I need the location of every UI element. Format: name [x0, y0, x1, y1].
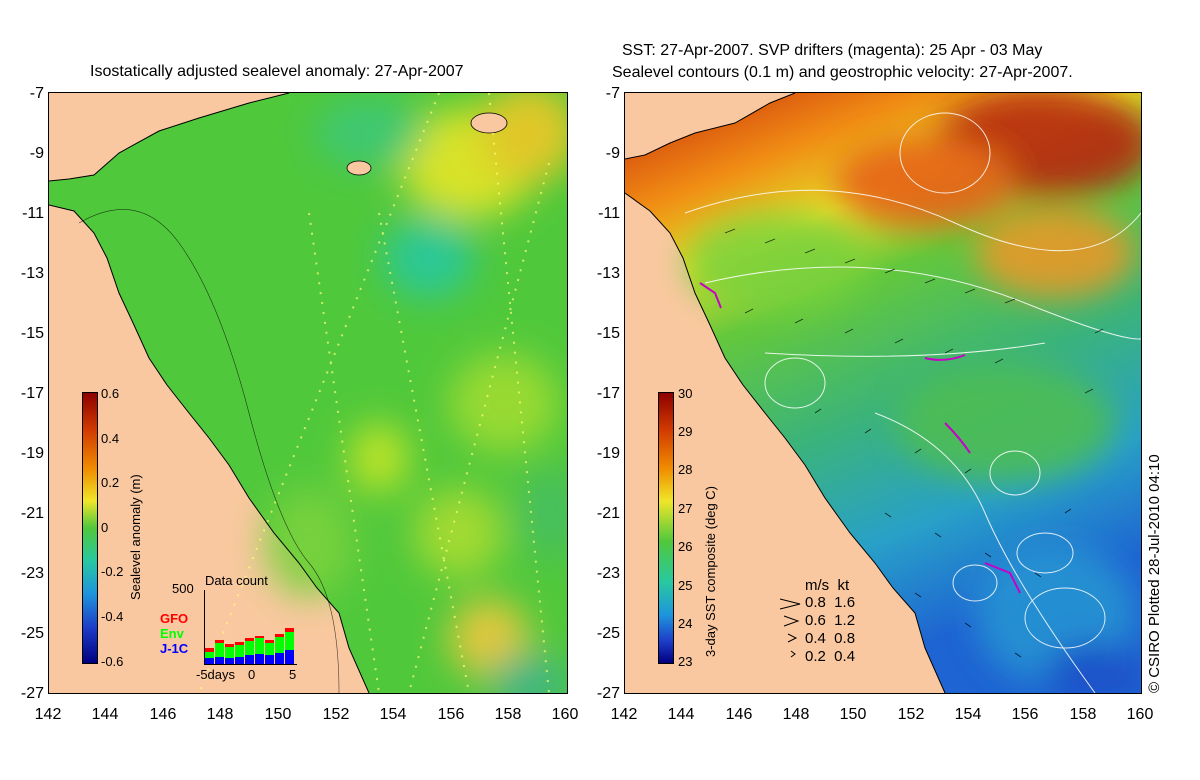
satellite-legend-env: Env [160, 626, 184, 641]
lon-tick: 158 [1069, 706, 1097, 723]
left-map-title: Isostatically adjusted sealevel anomaly:… [90, 63, 464, 80]
colorbar-tick: 0.4 [101, 431, 120, 446]
colorbar-tick: 0 [101, 520, 109, 535]
lat-tick: -17 [20, 385, 44, 402]
right-map-title-line2: Sealevel contours (0.1 m) and geostrophi… [612, 64, 1073, 81]
svp-drifter-tracks [699, 282, 1021, 594]
anomaly-patches [264, 93, 567, 693]
lon-tick: 152 [322, 706, 350, 723]
coastline-png [49, 93, 290, 182]
colorbar-tick: 29 [678, 424, 693, 439]
data-count-max: 500 [172, 581, 194, 596]
sst-colorbar-scale [658, 392, 674, 664]
lat-tick: -21 [596, 505, 620, 522]
lat-tick: -9 [605, 145, 620, 162]
lat-tick: -15 [596, 325, 620, 342]
lon-tick: 156 [1011, 706, 1039, 723]
lat-tick: -23 [596, 565, 620, 582]
lat-tick: -13 [20, 265, 44, 282]
lat-tick: -15 [20, 325, 44, 342]
data-count-title: Data count [205, 573, 268, 588]
lat-tick: -25 [20, 625, 44, 642]
colorbar-tick: -0.2 [101, 564, 124, 579]
lat-tick: -21 [20, 505, 44, 522]
sst-colorbar-label: 3-day SST composite (deg C) [703, 486, 718, 657]
satellite-legend-j1c: J-1C [160, 641, 189, 656]
sealevel-map-graphic [49, 93, 567, 693]
lat-tick: -19 [20, 445, 44, 462]
csiro-credit: © CSIRO Plotted 28-Jul-2010 04:10 [1146, 454, 1163, 693]
sst-patches [685, 93, 1141, 693]
colorbar-tick: 0.6 [101, 386, 120, 401]
bars [205, 628, 294, 664]
lon-tick: 142 [610, 706, 638, 723]
lat-tick: -17 [596, 385, 620, 402]
colorbar-tick: -0.6 [101, 654, 124, 669]
lat-tick: -7 [29, 85, 44, 102]
lat-tick: -27 [596, 685, 620, 702]
colorbar-tick: 30 [678, 386, 693, 401]
colorbar-tick: 0.2 [101, 475, 120, 490]
data-count-axis-left: -5days [196, 667, 236, 682]
lat-tick: -11 [598, 205, 620, 222]
geostrophic-velocity-vectors [724, 228, 1104, 658]
lat-tick: -9 [29, 145, 44, 162]
colorbar-tick: 28 [678, 462, 693, 477]
lon-tick: 148 [206, 706, 234, 723]
lat-tick: -23 [20, 565, 44, 582]
coastline-png [625, 93, 796, 160]
sealevel-colorbar-scale [82, 392, 98, 664]
lat-tick: -11 [22, 205, 44, 222]
data-count-bars [205, 628, 294, 664]
lon-tick: 146 [149, 706, 177, 723]
lon-tick: 150 [839, 706, 867, 723]
right-map-title-line1: SST: 27-Apr-2007. SVP drifters (magenta)… [622, 42, 1043, 59]
velocity-legend-row: 0.4 0.8 [805, 630, 856, 647]
coastline-australia [49, 204, 370, 693]
colorbar-tick: 27 [678, 501, 693, 516]
data-count-axis-mid: 0 [248, 667, 256, 682]
island [470, 112, 508, 134]
velocity-legend-row: 0.6 1.2 [805, 612, 856, 629]
colorbar-tick: 25 [678, 578, 693, 593]
velocity-legend-row: 0.2 0.4 [805, 648, 856, 665]
colorbar-tick: 24 [678, 616, 693, 631]
lat-tick: -19 [596, 445, 620, 462]
lon-tick: 154 [954, 706, 982, 723]
lat-tick: -25 [596, 625, 620, 642]
colorbar-tick: 26 [678, 539, 693, 554]
sst-map [624, 92, 1142, 694]
colorbar-tick: -0.4 [101, 609, 124, 624]
sst-map-graphic [625, 93, 1141, 693]
lat-tick: -27 [20, 685, 44, 702]
lon-tick: 148 [782, 706, 810, 723]
lon-tick: 156 [437, 706, 465, 723]
satellite-legend-gfo: GFO [160, 611, 189, 626]
velocity-legend-arrows [779, 598, 801, 658]
lon-tick: 152 [897, 706, 925, 723]
lon-tick: 158 [494, 706, 522, 723]
lat-tick: -13 [596, 265, 620, 282]
lat-tick: -7 [605, 85, 620, 102]
data-count-plot [204, 590, 297, 665]
bathymetry-contour [78, 209, 340, 693]
lon-tick: 160 [551, 706, 579, 723]
sealevel-contours [684, 112, 1141, 693]
velocity-legend-row: 0.8 1.6 [805, 594, 856, 611]
colorbar-tick: 23 [678, 654, 693, 669]
lon-tick: 142 [34, 706, 62, 723]
data-count-axis-right: 5 [289, 667, 297, 682]
lon-tick: 144 [667, 706, 695, 723]
coastline-australia [625, 192, 946, 693]
sealevel-colorbar-label: Sealevel anomaly (m) [128, 474, 143, 600]
island [346, 160, 372, 176]
lon-tick: 154 [379, 706, 407, 723]
lon-tick: 150 [264, 706, 292, 723]
altimeter-tracks [198, 93, 550, 693]
sealevel-anomaly-map [48, 92, 568, 694]
lon-tick: 160 [1126, 706, 1154, 723]
lon-tick: 146 [725, 706, 753, 723]
lon-tick: 144 [91, 706, 119, 723]
velocity-legend-header: m/s kt [805, 577, 850, 594]
